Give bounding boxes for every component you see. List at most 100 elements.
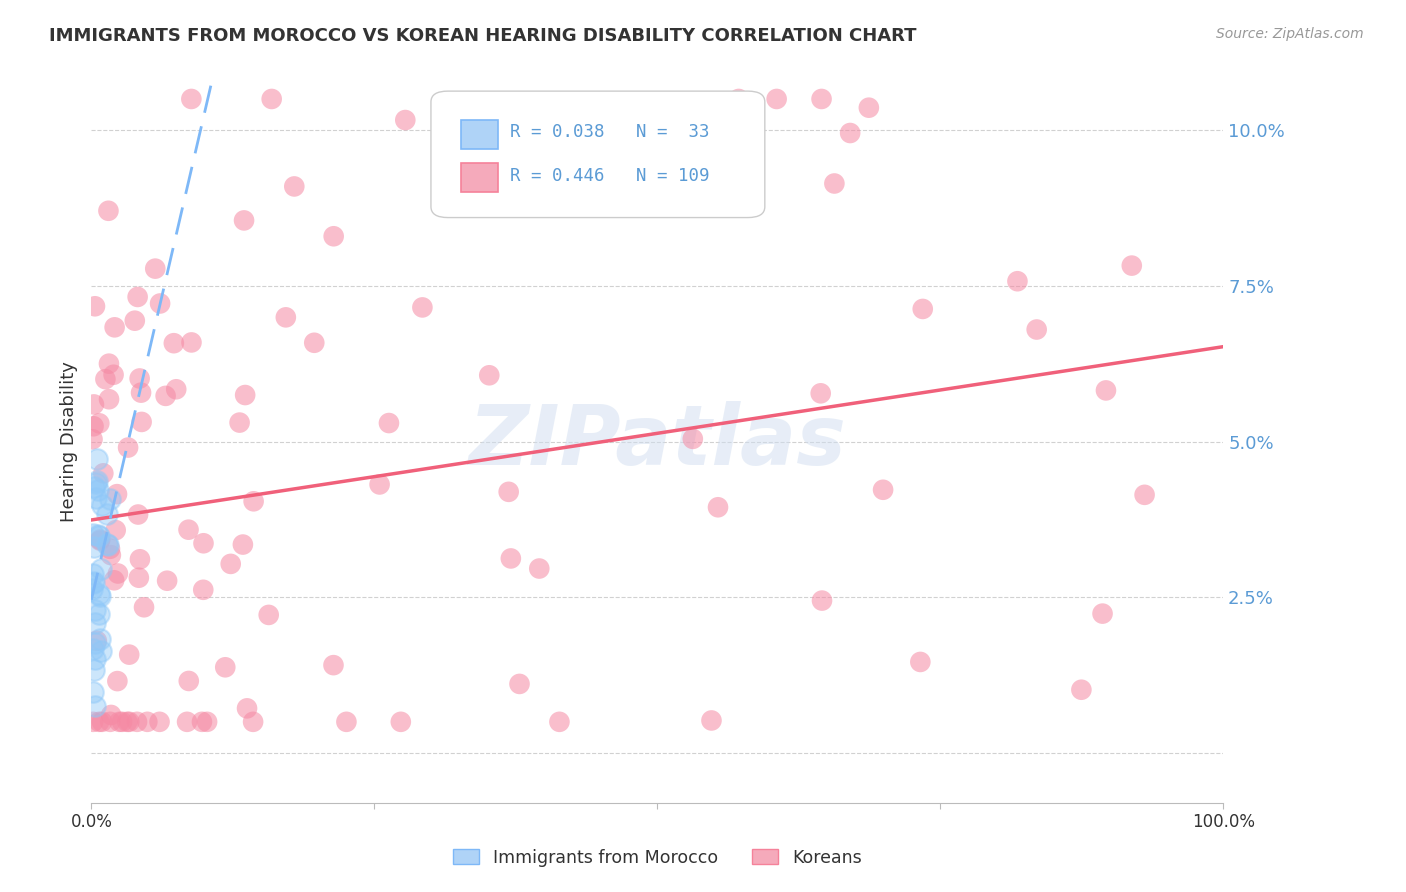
Point [90, 644, 112, 658]
Point [910, 655, 932, 669]
Point [84, 699, 107, 714]
Point [155, 389, 177, 403]
Point [839, 126, 862, 140]
Point [86, 483, 108, 498]
Point [498, 484, 520, 499]
Point [89, 714, 111, 729]
Point [193, 536, 215, 550]
Point [127, 290, 149, 304]
Point [193, 582, 215, 597]
Point [100, 708, 122, 723]
Point [83, 480, 105, 494]
Point [86, 451, 108, 466]
Point [89, 533, 111, 548]
Point [83, 664, 105, 678]
Point [872, 483, 894, 497]
Point [107, 566, 129, 581]
Point [148, 714, 170, 729]
Point [124, 314, 146, 328]
Text: Source: ZipAtlas.com: Source: ZipAtlas.com [1216, 27, 1364, 41]
Point [478, 368, 501, 383]
Point [165, 382, 187, 396]
Point [548, 714, 571, 729]
Point [257, 607, 280, 622]
Point [86, 633, 108, 648]
Point [87, 607, 110, 621]
Point [117, 441, 139, 455]
Point [368, 477, 391, 491]
Point [810, 386, 832, 401]
Point [89, 417, 111, 431]
Point [707, 500, 730, 515]
Point [143, 261, 166, 276]
Point [131, 415, 153, 429]
Point [97, 538, 120, 552]
Point [274, 310, 297, 325]
Point [233, 213, 256, 227]
Point [177, 523, 200, 537]
Point [89, 632, 111, 646]
Point [84, 652, 107, 666]
Point [156, 574, 179, 588]
Point [128, 571, 150, 585]
Text: R = 0.038   N =  33: R = 0.038 N = 33 [510, 123, 710, 141]
Point [727, 92, 749, 106]
FancyBboxPatch shape [430, 91, 765, 218]
Point [911, 301, 934, 316]
Point [236, 701, 259, 715]
Point [117, 714, 139, 729]
Point [82, 566, 104, 581]
Point [700, 714, 723, 728]
Point [83, 397, 105, 411]
Point [84, 491, 107, 506]
Text: ZIPatlas: ZIPatlas [468, 401, 846, 482]
Point [89, 589, 111, 603]
Point [97, 357, 120, 371]
Point [1025, 322, 1047, 336]
Point [118, 714, 141, 729]
Point [508, 677, 530, 691]
Point [765, 92, 787, 106]
Y-axis label: Hearing Disability: Hearing Disability [59, 361, 77, 522]
Point [108, 714, 131, 729]
FancyBboxPatch shape [461, 120, 498, 149]
Point [1133, 488, 1156, 502]
Point [103, 368, 125, 382]
Point [242, 494, 264, 508]
Text: R = 0.446   N = 109: R = 0.446 N = 109 [510, 167, 710, 185]
Point [283, 179, 305, 194]
Point [82, 576, 104, 591]
Point [91, 714, 114, 729]
Point [219, 557, 242, 571]
Point [129, 385, 152, 400]
Point [104, 523, 127, 537]
Point [82, 684, 104, 698]
Point [125, 714, 148, 729]
Point [96, 507, 118, 521]
Point [378, 416, 401, 430]
Point [1091, 607, 1114, 621]
Point [810, 92, 832, 106]
Point [136, 714, 159, 729]
Point [242, 714, 264, 729]
Point [411, 301, 433, 315]
Point [394, 113, 416, 128]
Point [87, 528, 110, 542]
Point [98, 492, 121, 507]
Point [811, 593, 834, 607]
Point [233, 388, 256, 402]
Legend: Immigrants from Morocco, Koreans: Immigrants from Morocco, Koreans [446, 842, 869, 873]
Point [127, 508, 149, 522]
Point [82, 642, 104, 657]
Point [84, 603, 107, 617]
Point [111, 714, 134, 729]
Point [1070, 682, 1092, 697]
Point [83, 419, 105, 434]
Point [132, 600, 155, 615]
Point [80, 582, 103, 596]
Point [389, 714, 412, 729]
Point [176, 714, 198, 729]
Point [91, 498, 114, 512]
Point [84, 475, 107, 490]
Point [177, 673, 200, 688]
